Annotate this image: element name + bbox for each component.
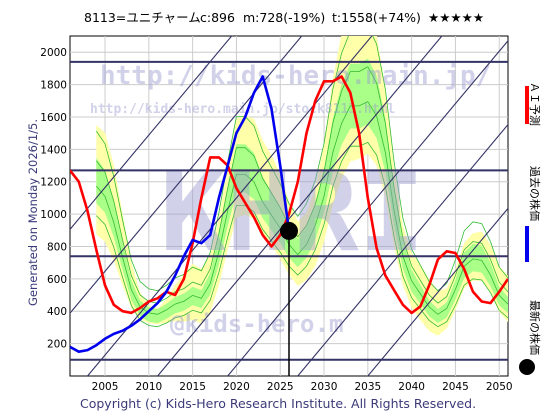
y-tick-label: 1600 [40,112,67,124]
band-line [96,141,508,328]
watermark-url-stock: http://kids-hero.main.jp/stock8113.html [90,102,395,117]
grid-lines [70,36,508,376]
y-axis-ticks: 200 400 600 800 1000 1200 1400 1600 1800 2000 [40,47,67,350]
x-tick-label: 2030 [311,381,338,393]
x-tick-label: 2020 [223,381,250,393]
legend-latest-label: 最新の株価 [528,300,542,355]
x-tick-label: 2010 [135,381,162,393]
x-tick-label: 2035 [354,381,381,393]
y-tick-label: 1000 [40,209,67,221]
y-tick-label: 1200 [40,177,67,189]
y-tick-label: 1800 [40,80,67,92]
past-price-line [70,75,291,354]
y-tick-label: 2000 [40,47,67,59]
series-group [70,75,508,354]
y-tick-label: 600 [47,274,67,286]
x-tick-label: 2005 [92,381,119,393]
trend-line [157,36,443,376]
x-tick-label: 2015 [179,381,206,393]
legend-latest-swatch [519,359,535,375]
watermark-big: KHRI [160,148,425,276]
trend-line [70,36,233,231]
x-tick-label: 2045 [442,381,469,393]
x-tick-label: 2025 [267,381,294,393]
trend-line [297,123,508,376]
trend-line [227,39,508,376]
watermark-url: http://kids-hero.main.jp/ [100,61,491,91]
target-value: t:1558(+74%) [332,10,421,25]
trend-line [70,36,303,315]
x-tick-label: 2040 [398,381,425,393]
x-axis-ticks: 2005 2010 2015 2020 2025 2030 2035 2040 2045 2050 [92,381,513,393]
stock-code-name: 8113=ユニチャーム [84,10,201,25]
y-tick-label: 400 [47,306,67,318]
y-tick-label: 800 [47,241,67,253]
band-line [95,101,508,315]
y-tick-label: 200 [47,339,67,351]
y-tick-label: 1400 [40,144,67,156]
rating-stars: ★★★★★ [428,10,484,25]
legend-past-label: 過去の株価 [528,166,542,221]
trend-line [367,207,508,376]
copyright: Copyright (c) Kids-Hero Research Institu… [80,396,476,411]
legend-forecast-label: ＡＩ予測 [528,82,542,126]
x-tick-label: 2050 [486,381,513,393]
close-price: c:896 [200,10,235,25]
latest-marker-group [280,221,298,376]
forecast-line [70,75,508,315]
watermark-group: KHRI http://kids-hero.main.jp/ http://ki… [90,61,491,338]
latest-price-marker [280,221,298,240]
mid-value: m:728(-19%) [243,10,325,25]
band-line [95,66,508,304]
generated-note: Generated on Monday 2026/1/5. [26,119,40,306]
watermark-handle: @kids-hero.m [170,310,343,338]
band-line [95,36,508,292]
